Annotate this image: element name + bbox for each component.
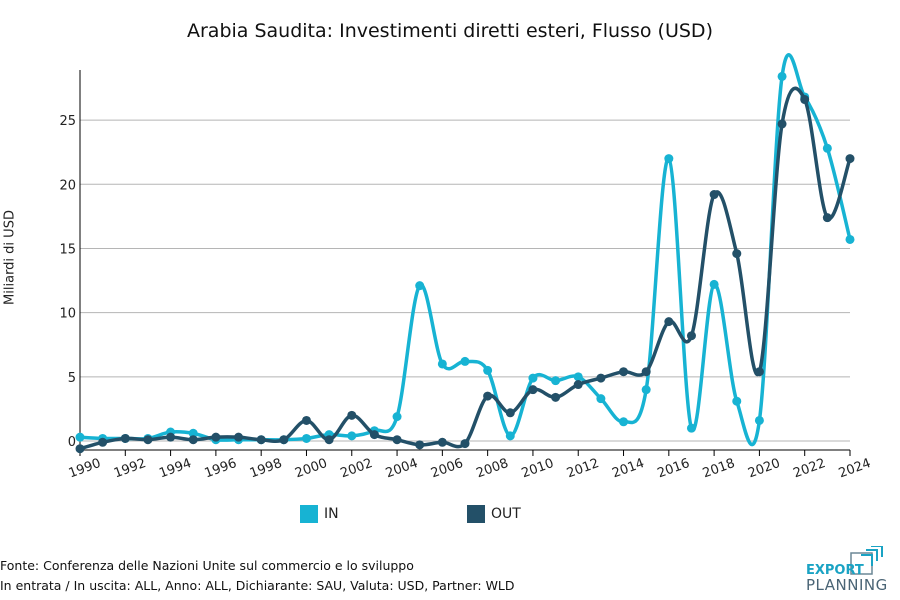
legend-label-out: OUT bbox=[491, 506, 521, 522]
legend-item-out[interactable]: OUT bbox=[467, 505, 521, 523]
data-point-out bbox=[777, 119, 787, 129]
data-point-out bbox=[664, 317, 674, 327]
x-tick-label: 2024 bbox=[837, 456, 873, 481]
data-point-out bbox=[460, 439, 470, 449]
data-point-out bbox=[75, 444, 85, 454]
data-point-out bbox=[392, 435, 402, 445]
x-tick-label: 2002 bbox=[338, 456, 374, 481]
x-tick-label: 2006 bbox=[429, 456, 465, 481]
chart-area: 0 5 10 15 20 25 1990 1992 1994 1996 1998 2000 2002 20… bbox=[59, 53, 873, 481]
x-tick-label: 1998 bbox=[248, 456, 284, 481]
data-point-in bbox=[641, 385, 651, 395]
data-point-out bbox=[800, 95, 810, 105]
data-point-in bbox=[551, 376, 561, 386]
data-point-out bbox=[732, 249, 742, 259]
data-point-in bbox=[845, 234, 855, 244]
data-point-in bbox=[777, 71, 787, 81]
data-point-out bbox=[573, 380, 583, 390]
data-point-out bbox=[505, 408, 515, 418]
data-point-out bbox=[551, 392, 561, 402]
data-point-out bbox=[166, 432, 176, 442]
data-point-in bbox=[347, 431, 357, 441]
data-point-out bbox=[324, 435, 334, 445]
x-tick-label: 2010 bbox=[520, 456, 556, 481]
x-tick-label: 1990 bbox=[67, 456, 103, 481]
x-tick-label: 2008 bbox=[474, 456, 510, 481]
x-tick-label: 2016 bbox=[656, 456, 692, 481]
data-point-out bbox=[437, 437, 447, 447]
data-point-in bbox=[483, 365, 493, 375]
legend-label-in: IN bbox=[324, 506, 339, 522]
data-point-out bbox=[234, 432, 244, 442]
data-point-in bbox=[709, 279, 719, 289]
legend-swatch-in bbox=[300, 505, 318, 523]
data-point-out bbox=[369, 430, 379, 440]
y-tick-label: 10 bbox=[59, 307, 76, 322]
y-tick-label: 15 bbox=[59, 242, 76, 257]
y-tick-label: 0 bbox=[68, 435, 76, 450]
data-point-out bbox=[415, 440, 425, 450]
data-point-out bbox=[279, 435, 289, 445]
data-point-out bbox=[709, 190, 719, 200]
x-tick-label: 2004 bbox=[384, 456, 420, 481]
logo-icon bbox=[850, 546, 883, 575]
data-point-in bbox=[528, 373, 538, 383]
data-point-out bbox=[188, 435, 198, 445]
legend-swatch-out bbox=[467, 505, 485, 523]
x-tick-label: 1994 bbox=[157, 456, 193, 481]
data-point-out bbox=[143, 435, 153, 445]
x-tick-label: 2020 bbox=[746, 456, 782, 481]
data-point-out bbox=[120, 433, 130, 443]
chart-title: Arabia Saudita: Investimenti diretti est… bbox=[187, 20, 713, 42]
data-point-out bbox=[845, 154, 855, 164]
data-point-in bbox=[415, 281, 425, 291]
data-point-in bbox=[392, 412, 402, 422]
data-point-in bbox=[573, 372, 583, 382]
data-point-in bbox=[437, 359, 447, 369]
data-point-out bbox=[301, 415, 311, 425]
data-point-in bbox=[301, 433, 311, 443]
x-tick-label: 2000 bbox=[293, 456, 329, 481]
data-point-in bbox=[822, 143, 832, 153]
data-point-out bbox=[822, 213, 832, 223]
data-point-in bbox=[732, 396, 742, 406]
legend-item-in[interactable]: IN bbox=[300, 505, 339, 523]
data-point-out bbox=[641, 367, 651, 377]
data-point-out bbox=[483, 391, 493, 401]
source-note: Fonte: Conferenza delle Nazioni Unite su… bbox=[0, 558, 414, 573]
data-point-out bbox=[347, 410, 357, 420]
data-point-out bbox=[211, 432, 221, 442]
data-point-in bbox=[505, 431, 515, 441]
y-tick-label: 25 bbox=[59, 114, 76, 129]
data-point-out bbox=[528, 385, 538, 395]
data-point-out bbox=[754, 367, 764, 377]
data-point-in bbox=[686, 423, 696, 433]
data-point-in bbox=[188, 428, 198, 438]
x-tick-label: 1992 bbox=[112, 456, 148, 481]
x-tick-label: 1996 bbox=[203, 456, 239, 481]
logo-text-export: EXPORT bbox=[806, 563, 864, 578]
y-tick-label: 5 bbox=[68, 371, 76, 386]
data-point-in bbox=[619, 417, 629, 427]
data-point-in bbox=[596, 394, 606, 404]
x-tick-label: 2012 bbox=[565, 456, 601, 481]
data-point-out bbox=[619, 367, 629, 377]
data-point-in bbox=[460, 356, 470, 366]
data-point-out bbox=[256, 435, 266, 445]
logo-text-planning: PLANNING bbox=[806, 576, 888, 594]
data-point-out bbox=[596, 373, 606, 383]
export-planning-logo: EXPORT PLANNING bbox=[806, 546, 896, 594]
data-point-out bbox=[98, 437, 108, 447]
x-tick-label: 2014 bbox=[610, 456, 646, 481]
data-point-in bbox=[754, 415, 764, 425]
data-point-in bbox=[75, 432, 85, 442]
filters-note: In entrata / In uscita: ALL, Anno: ALL, … bbox=[0, 578, 515, 593]
y-tick-label: 20 bbox=[59, 178, 76, 193]
x-tick-label: 2022 bbox=[791, 456, 827, 481]
data-point-in bbox=[664, 154, 674, 164]
data-point-out bbox=[686, 331, 696, 341]
x-tick-label: 2018 bbox=[701, 456, 737, 481]
